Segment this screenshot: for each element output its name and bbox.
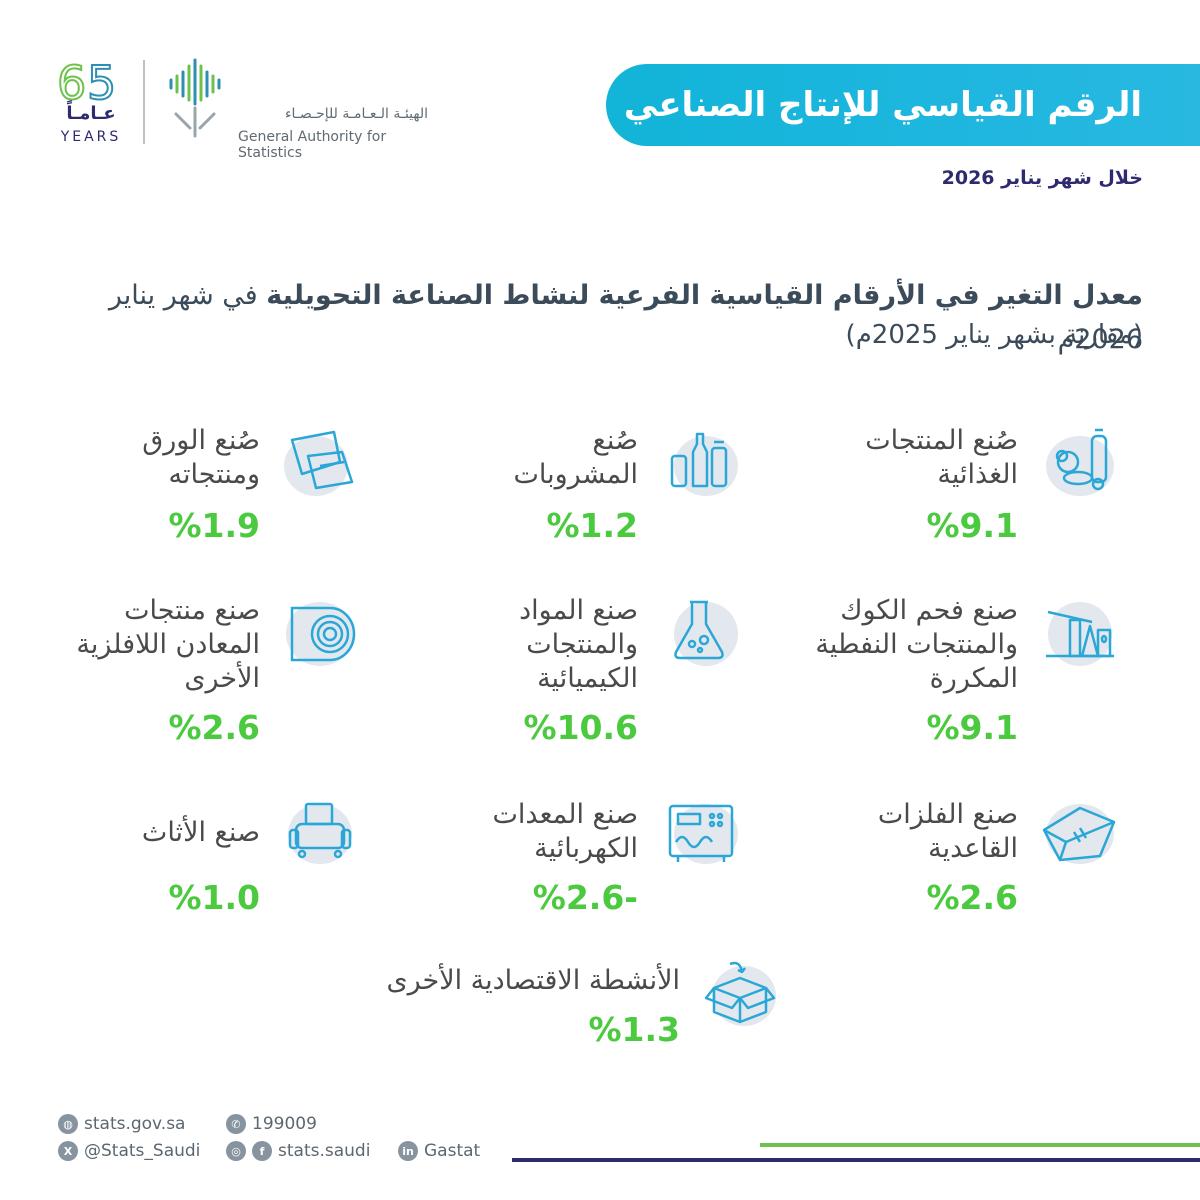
- title-banner: الرقم القياسي للإنتاج الصناعي: [606, 64, 1200, 146]
- footer-twitter[interactable]: X @Stats_Saudi: [58, 1141, 200, 1161]
- indicator-label: صنع الفلزات القاعدية: [877, 799, 1018, 864]
- indicator-coke-petroleum: صنع فحم الكوك والمنتجات النفطية المكررة …: [815, 594, 1018, 747]
- footer-phone[interactable]: ✆ 199009: [226, 1114, 317, 1134]
- linkedin-icon: in: [398, 1141, 418, 1161]
- indicator-label: صنع المعدات الكهربائية: [492, 799, 638, 864]
- indicator-food: صُنع المنتجات الغذائية %9.1: [865, 424, 1018, 545]
- flask-icon: [660, 594, 740, 674]
- indicator-label: صنع منتجات المعادن اللافلزية الأخرى: [76, 595, 260, 694]
- indicator-value: %9.1: [926, 708, 1018, 747]
- metal-ingot-icon: [1040, 794, 1120, 874]
- indicator-value: %2.6: [926, 878, 1018, 917]
- box-icon: [700, 954, 780, 1034]
- indicator-label: صُنع المنتجات الغذائية: [865, 425, 1018, 490]
- indicator-beverages: صُنع المشروبات %1.2: [513, 424, 638, 545]
- headline-suffix: في شهر يناير 2026م: [108, 280, 1143, 355]
- comparison-note: (مقارنة بشهر يناير 2025م): [845, 320, 1143, 350]
- footer-accent-line-green: [760, 1143, 1200, 1147]
- instagram-facebook-text: stats.saudi: [278, 1141, 371, 1161]
- indicator-value: %1.0: [168, 878, 260, 917]
- electrical-equipment-icon: [660, 794, 740, 874]
- facebook-icon: f: [252, 1141, 272, 1161]
- footer-instagram-facebook[interactable]: ◎ f stats.saudi: [226, 1141, 370, 1161]
- footer-accent-line-navy: [512, 1158, 1200, 1162]
- indicator-chemicals: صنع المواد والمنتجات الكيميائية %10.6: [519, 594, 638, 747]
- svg-text:6: 6: [57, 56, 86, 110]
- footer-linkedin[interactable]: in Gastat: [398, 1141, 480, 1161]
- indicator-label: صنع المواد والمنتجات الكيميائية: [519, 595, 638, 694]
- beverages-icon: [660, 422, 740, 502]
- indicator-basic-metals: صنع الفلزات القاعدية %2.6: [878, 798, 1018, 917]
- phone-icon: ✆: [226, 1114, 246, 1134]
- org-name-en: General Authority for Statistics: [238, 129, 387, 161]
- indicator-value: %9.1: [926, 506, 1018, 545]
- indicator-electrical-equipment: صنع المعدات الكهربائية %2.6-: [493, 798, 638, 917]
- instagram-icon: ◎: [226, 1141, 246, 1161]
- anniversary-ar-text: عـامـاً: [66, 103, 116, 124]
- headline-bold: معدل التغير في الأرقام القياسية الفرعية …: [266, 280, 1143, 311]
- indicator-label: الأنشطة الاقتصادية الأخرى: [386, 965, 680, 996]
- anniversary-en-text: YEARS: [60, 129, 122, 145]
- globe-icon: ◍: [58, 1114, 78, 1134]
- website-text: stats.gov.sa: [84, 1114, 186, 1134]
- footer-website[interactable]: ◍ stats.gov.sa: [58, 1114, 185, 1134]
- indicator-value: %10.6: [523, 708, 639, 747]
- indicator-value: %2.6: [168, 708, 260, 747]
- x-icon: X: [58, 1141, 78, 1161]
- furniture-icon: [280, 794, 360, 874]
- indicator-label: صُنع الورق ومنتجاته: [142, 425, 260, 490]
- mineral-roll-icon: [280, 594, 360, 674]
- org-name-ar: الهيئـة الـعـامـة للإحـصـاء: [284, 106, 428, 122]
- food-icon: [1040, 422, 1120, 502]
- phone-text: 199009: [252, 1114, 317, 1134]
- logo-divider: [143, 60, 145, 144]
- svg-text:5: 5: [87, 56, 116, 110]
- anniversary-65-logo: 6 5 عـامـاً YEARS: [55, 55, 127, 150]
- indicator-other-activities: الأنشطة الاقتصادية الأخرى %1.3: [386, 964, 680, 1049]
- headline: معدل التغير في الأرقام القياسية الفرعية …: [63, 274, 1143, 362]
- oil-pump-icon: [1040, 594, 1120, 674]
- twitter-text: @Stats_Saudi: [84, 1141, 201, 1161]
- indicator-label: صنع الأثاث: [141, 817, 260, 848]
- paper-icon: [280, 422, 360, 502]
- indicator-non-metallic-minerals: صنع منتجات المعادن اللافلزية الأخرى %2.6: [76, 594, 260, 747]
- indicator-label: صُنع المشروبات: [513, 425, 638, 490]
- page-title: الرقم القياسي للإنتاج الصناعي: [623, 85, 1142, 125]
- linkedin-text: Gastat: [424, 1141, 481, 1161]
- indicator-value: %1.2: [546, 506, 638, 545]
- indicator-value: %2.6-: [532, 878, 638, 917]
- indicator-paper: صُنع الورق ومنتجاته %1.9: [142, 424, 260, 545]
- period-text: خلال شهر يناير 2026: [941, 167, 1143, 189]
- indicator-furniture: صنع الأثاث %1.0: [142, 816, 260, 917]
- indicator-value: %1.3: [588, 1010, 680, 1049]
- indicator-value: %1.9: [168, 506, 260, 545]
- indicator-label: صنع فحم الكوك والمنتجات النفطية المكررة: [815, 595, 1018, 694]
- gastat-emblem: [164, 56, 226, 142]
